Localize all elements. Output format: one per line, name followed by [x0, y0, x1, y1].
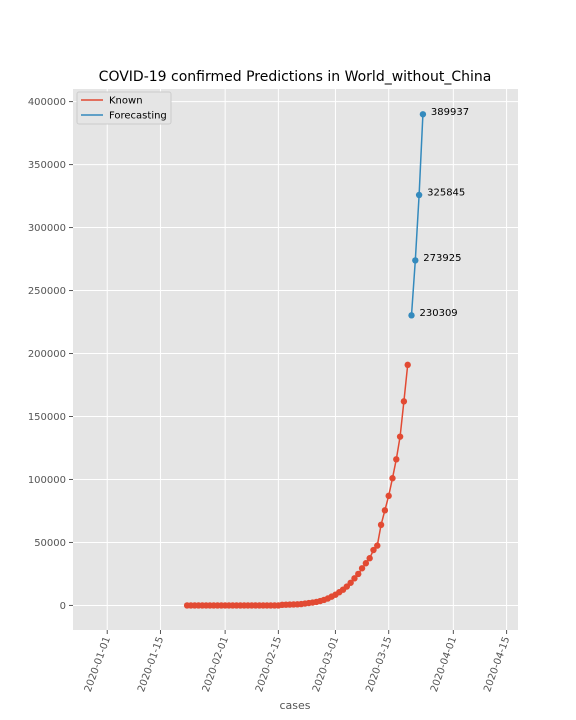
data-point-known — [347, 579, 354, 586]
x-tick-label: 2020-01-01 — [83, 635, 113, 693]
y-axis-ticks: 0 50000 100000 150000 200000 250000 300000 3500… — [28, 97, 73, 612]
x-axis-label: cases — [279, 699, 310, 712]
data-point-known — [358, 565, 366, 572]
y-tick-label: 0 — [60, 601, 66, 612]
plot-background — [73, 89, 518, 630]
chart-title: COVID-19 confirmed Predictions in World_… — [99, 69, 492, 85]
grid — [73, 89, 518, 630]
y-tick-label: 200000 — [28, 349, 66, 360]
forecast-value-label: 230309 — [420, 308, 458, 319]
y-tick-label: 50000 — [34, 538, 66, 549]
x-tick-label: 2020-02-01 — [201, 635, 231, 693]
x-tick-label: 2020-03-01 — [311, 635, 341, 693]
x-tick-label: 2020-03-15 — [364, 635, 394, 693]
x-tick-label: 2020-02-15 — [254, 635, 284, 693]
forecast-value-label: 389937 — [431, 107, 469, 118]
data-point-known — [381, 507, 389, 514]
data-point-known — [355, 570, 362, 578]
y-tick-label: 150000 — [28, 412, 66, 423]
data-point-known — [362, 560, 370, 567]
data-point-forecasting — [412, 257, 419, 264]
data-point-forecasting — [419, 111, 427, 118]
forecast-value-label: 273925 — [423, 253, 461, 264]
data-point-known — [374, 542, 381, 549]
y-tick-label: 350000 — [28, 160, 66, 171]
data-point-known — [370, 546, 377, 554]
series — [183, 111, 427, 609]
x-tick-label: 2020-01-15 — [136, 635, 166, 693]
legend: Known Forecasting — [76, 91, 172, 125]
data-labels: 230309 273925 325845 389937 — [420, 107, 470, 319]
x-tick-label: 2020-04-15 — [482, 635, 512, 693]
data-point-forecasting — [415, 191, 423, 199]
data-point-known — [351, 575, 358, 582]
data-point-known — [377, 521, 385, 529]
data-point-known — [396, 433, 404, 440]
y-tick-label: 400000 — [28, 97, 66, 108]
series-line-forecasting — [410, 114, 424, 316]
forecast-value-label: 325845 — [427, 188, 465, 199]
data-point-known — [400, 398, 408, 405]
data-point-forecasting — [408, 312, 415, 319]
data-point-known — [393, 456, 400, 463]
y-tick-label: 250000 — [28, 286, 66, 297]
x-axis-ticks: 2020-01-01 2020-01-15 2020-02-01 2020-02-15… — [83, 630, 512, 694]
data-point-known — [385, 492, 392, 500]
data-point-known — [404, 361, 411, 369]
y-tick-label: 300000 — [28, 223, 66, 234]
legend-forecasting-label: Forecasting — [109, 111, 167, 122]
data-point-known — [366, 555, 373, 562]
legend-known-label: Known — [109, 96, 143, 107]
y-tick-label: 100000 — [28, 475, 66, 486]
data-point-known — [389, 475, 396, 482]
x-tick-label: 2020-04-01 — [429, 635, 459, 693]
